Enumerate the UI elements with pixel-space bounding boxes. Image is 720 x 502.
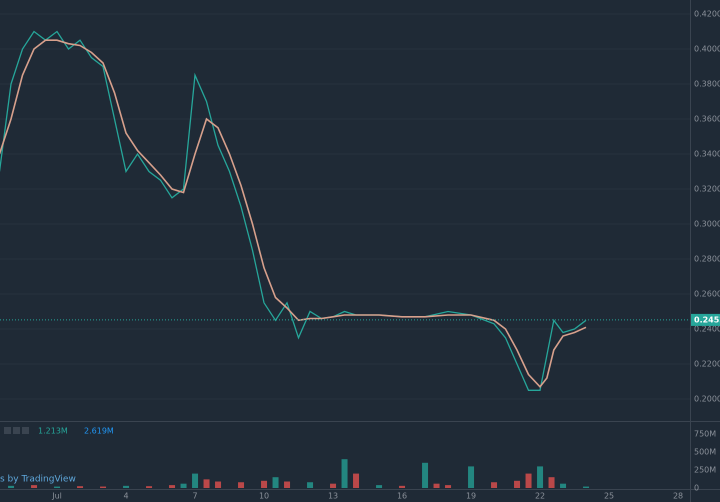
price-line [0,30,587,391]
volume-bar [514,480,521,488]
pane-button[interactable] [4,427,11,434]
volume-bar [560,483,567,488]
volume-bar [215,481,222,488]
y-tick-label: 0.2800 [694,255,720,264]
volume-bar [8,485,15,488]
y-tick-label: 250M [694,466,716,475]
price-line [0,39,587,389]
volume-bar [192,473,199,488]
pane-button[interactable] [13,427,20,434]
y-tick-label: 0.3800 [694,80,720,89]
y-tick-label: 0.2000 [694,395,720,404]
volume-bar [445,485,452,488]
volume-bar [261,480,268,488]
x-tick-label: 22 [535,492,545,501]
volume-bar [341,459,348,488]
y-tick-label: 0.4200 [694,10,720,19]
y-tick-label: 0.3400 [694,150,720,159]
volume-bar [422,462,429,488]
y-tick-label: 0.3000 [694,220,720,229]
y-tick-label: 500M [694,448,716,457]
volume-bar [272,477,279,488]
last-price-label: 0.2452 [694,315,720,324]
volume-bar [238,482,245,488]
x-tick-label: 7 [192,492,197,501]
volume-bar [284,481,291,488]
x-tick-label: 25 [604,492,614,501]
volume-bar [146,486,153,488]
volume-bar [353,473,360,488]
volume-bar [169,485,176,488]
volume-bar [307,482,314,488]
x-tick-label: 4 [123,492,128,501]
y-tick-label: 0.2600 [694,290,720,299]
volume-bar [180,483,187,488]
volume-bar [100,486,107,488]
volume-bar [468,466,475,488]
volume-bar [203,479,210,488]
y-tick-label: 0.3600 [694,115,720,124]
volume-bar [433,483,440,488]
y-tick-label: 0.2200 [694,360,720,369]
volume-bar [123,485,130,488]
volume-bar [376,485,383,488]
volume-bar [537,466,544,488]
volume-bar [583,486,590,488]
y-tick-label: 750M [694,430,716,439]
volume-bar [31,485,38,488]
y-tick-label: 0.2400 [694,325,720,334]
y-tick-label: 0 [694,484,699,493]
x-tick-label: 13 [328,492,338,501]
x-tick-label: Jul [51,492,62,501]
volume-bar [525,473,532,488]
legend-value: 2.619M [84,427,114,436]
volume-bar [548,477,555,488]
x-tick-label: 28 [673,492,683,501]
last-price-badge [691,313,720,326]
pane-button[interactable] [22,427,29,434]
y-tick-label: 0.4000 [694,45,720,54]
x-tick-label: 16 [397,492,407,501]
volume-bar [330,483,337,488]
volume-bar [399,485,406,488]
x-tick-label: 19 [466,492,476,501]
volume-bar [54,486,61,488]
x-tick-label: 10 [259,492,269,501]
credit: s by TradingView [0,475,76,485]
volume-bar [491,482,498,488]
legend-value: 1.213M [38,427,68,436]
y-tick-label: 0.3200 [694,185,720,194]
volume-bar [77,486,84,488]
